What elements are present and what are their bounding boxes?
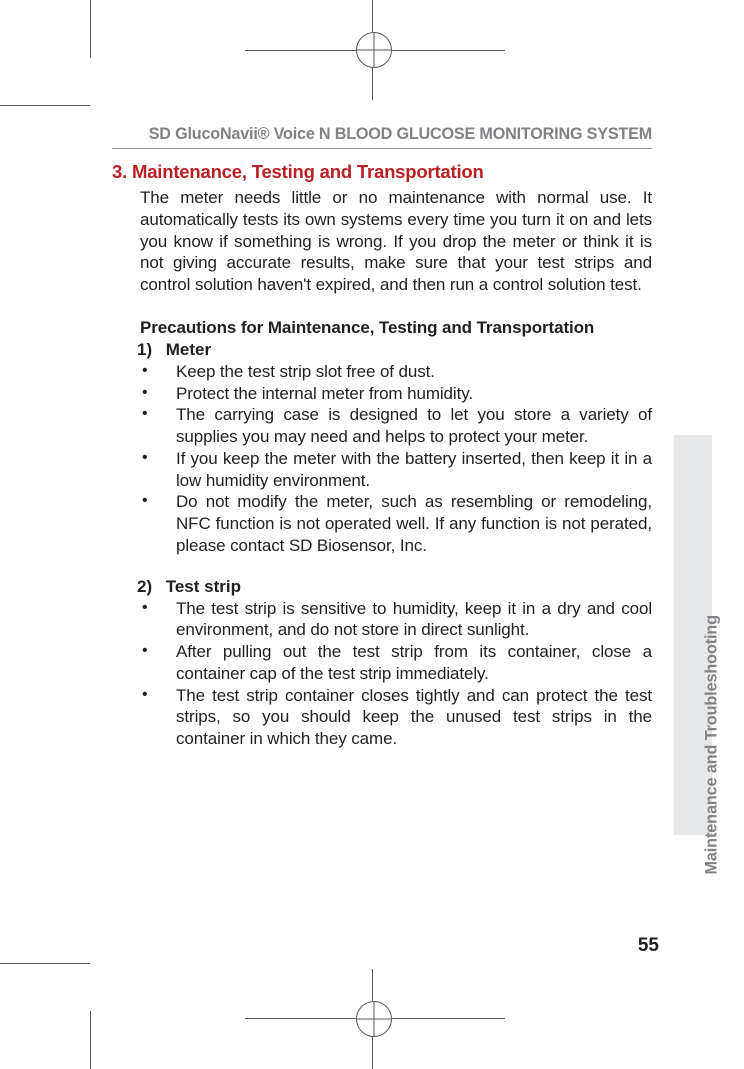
- crop-mark: [90, 0, 91, 58]
- list-item: Protect the internal meter from humidity…: [140, 383, 652, 405]
- page-content: SD GlucoNavii® Voice N BLOOD GLUCOSE MON…: [112, 125, 652, 770]
- crop-mark: [90, 1011, 91, 1069]
- subheading-number: 1): [137, 340, 161, 360]
- registration-mark-icon: [356, 1001, 392, 1037]
- list-item: After pulling out the test strip from it…: [140, 641, 652, 685]
- subheading-number: 2): [137, 577, 161, 597]
- list-item: The test strip is sensitive to humidity,…: [140, 598, 652, 642]
- precautions-heading: Precautions for Maintenance, Testing and…: [140, 318, 652, 338]
- intro-paragraph: The meter needs little or no maintenance…: [140, 187, 652, 296]
- running-header: SD GlucoNavii® Voice N BLOOD GLUCOSE MON…: [112, 125, 652, 149]
- list-item: Do not modify the meter, such as resembl…: [140, 491, 652, 556]
- list-item: The carrying case is designed to let you…: [140, 404, 652, 448]
- subheading-label: Test strip: [166, 577, 241, 596]
- section-title-text: Maintenance, Testing and Transportation: [132, 161, 484, 182]
- registration-mark-icon: [356, 32, 392, 68]
- test-strip-bullets: The test strip is sensitive to humidity,…: [140, 598, 652, 750]
- meter-bullets: Keep the test strip slot free of dust. P…: [140, 361, 652, 557]
- page-number: 55: [638, 935, 659, 957]
- subheading-label: Meter: [166, 340, 211, 359]
- subheading-meter: 1) Meter: [137, 340, 652, 360]
- section-tab-label: Maintenance and Troubleshooting: [703, 615, 722, 875]
- list-item: Keep the test strip slot free of dust.: [140, 361, 652, 383]
- subheading-test-strip: 2) Test strip: [137, 577, 652, 597]
- list-item: If you keep the meter with the battery i…: [140, 448, 652, 492]
- list-item: The test strip container closes tightly …: [140, 685, 652, 750]
- crop-mark: [0, 963, 90, 964]
- crop-mark: [0, 105, 90, 106]
- section-number: 3.: [112, 161, 127, 182]
- section-title: 3. Maintenance, Testing and Transportati…: [112, 161, 652, 183]
